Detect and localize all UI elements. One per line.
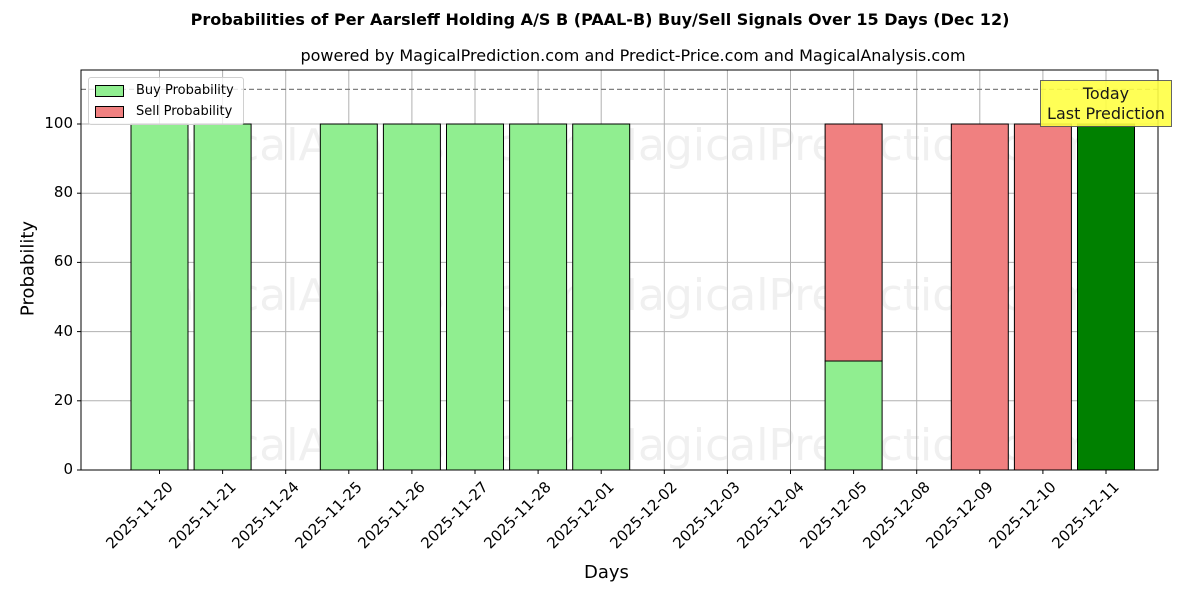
axes-frame: [80, 69, 1159, 471]
legend-buy-label: Buy Probability: [136, 83, 234, 98]
bar-buy: [382, 123, 441, 471]
y-tick-label: 40: [53, 321, 73, 340]
legend-item-sell: Sell Probability: [95, 104, 232, 119]
bar-buy: [130, 123, 189, 471]
y-tick-label: 0: [63, 460, 73, 478]
legend: Buy Probability Sell Probability: [88, 77, 244, 125]
sell-swatch: [95, 105, 124, 118]
bar-buy: [509, 123, 568, 471]
bar-buy: [824, 360, 883, 471]
today-annotation: Today Last Prediction: [1040, 80, 1172, 127]
y-tick-label: 80: [53, 183, 73, 202]
y-tick-label: 100: [44, 114, 73, 132]
chart-title: Probabilities of Per Aarsleff Holding A/…: [190, 10, 1010, 29]
bar-buy: [572, 123, 631, 471]
bar-sell: [950, 123, 1009, 471]
buy-swatch: [95, 84, 124, 97]
x-axis-label: Days: [584, 562, 629, 583]
bar-sell: [1013, 123, 1072, 471]
y-tick-label: 60: [53, 252, 73, 271]
bar-sell: [824, 123, 883, 362]
bar-buy: [319, 123, 378, 471]
last-prediction-label: Last Prediction: [1047, 104, 1165, 123]
y-tick-label: 20: [53, 390, 73, 409]
chart-subtitle: powered by MagicalPrediction.com and Pre…: [300, 46, 966, 65]
today-label: Today: [1082, 84, 1130, 103]
legend-item-buy: Buy Probability: [95, 83, 234, 98]
bar-buy: [1077, 123, 1135, 471]
bar-buy: [193, 123, 252, 471]
bar-buy: [446, 123, 504, 471]
legend-sell-label: Sell Probability: [136, 104, 233, 119]
